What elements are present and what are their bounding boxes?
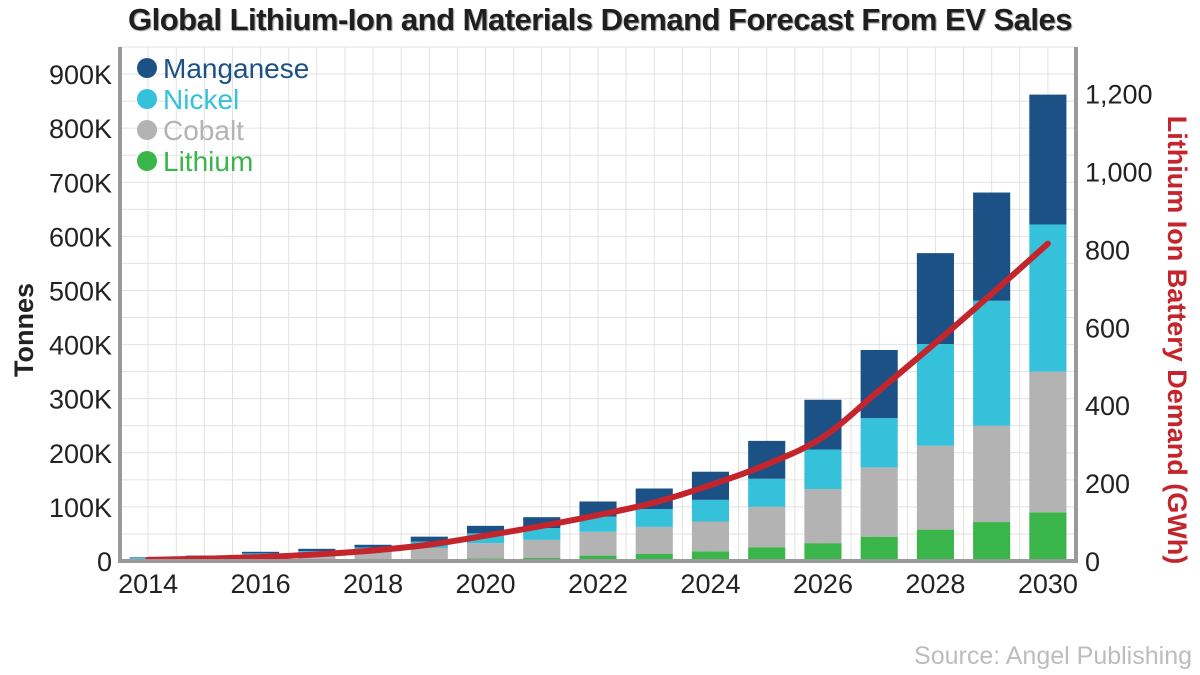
chart-title: Global Lithium-Ion and Materials Demand … (128, 2, 1073, 37)
legend-marker-cobalt (137, 120, 157, 140)
y-tick-label: 0 (97, 547, 112, 577)
x-tick-label: 2022 (568, 569, 628, 599)
legend-label-cobalt: Cobalt (163, 115, 244, 146)
bar-cobalt-2029 (973, 425, 1011, 523)
x-tick-label: 2018 (343, 569, 403, 599)
x-tick-label: 2026 (793, 569, 853, 599)
bar-cobalt-2025 (748, 506, 786, 548)
legend-marker-nickel (137, 89, 157, 109)
bar-cobalt-2030 (1029, 371, 1067, 513)
y-tick-label: 400K (49, 331, 112, 361)
legend-label-nickel: Nickel (163, 84, 239, 115)
bar-manganese-2027 (860, 349, 898, 419)
bar-lithium-2030 (1029, 512, 1067, 561)
bar-manganese-2019 (410, 536, 448, 542)
y2-tick-label: 1,000 (1085, 158, 1153, 188)
y-tick-label: 700K (49, 168, 112, 198)
legend-marker-lithium (137, 151, 157, 171)
y2-tick-label: 800 (1085, 235, 1130, 265)
x-tick-label: 2014 (118, 569, 178, 599)
bar-nickel-2024 (691, 499, 730, 522)
x-axis-ticks: 2014 2016 2018 2020 2022 2024 2026 2028 2030 (118, 569, 1078, 599)
y-axis-ticks: 0 100K 200K 300K 400K 500K 600K 700K 800K 900K (49, 60, 112, 577)
bar-lithium-2026 (804, 543, 842, 561)
bar-lithium-2029 (973, 522, 1011, 561)
bar-lithium-2024 (691, 551, 730, 561)
bar-lithium-2028 (916, 529, 954, 561)
y-tick-label: 200K (49, 439, 112, 469)
bar-cobalt-2022 (579, 531, 617, 556)
bar-cobalt-2021 (523, 539, 561, 558)
y-tick-label: 900K (49, 60, 112, 90)
bar-cobalt-2026 (804, 489, 842, 544)
x-tick-label: 2028 (905, 569, 965, 599)
source-note: Source: Angel Publishing (914, 642, 1192, 670)
y2-axis-ticks: 0 200 400 600 800 1,000 1,200 (1085, 80, 1153, 577)
y2-tick-label: 1,200 (1085, 80, 1153, 110)
y2-axis-label: Lithium Ion Battery Demand (GWh) (1162, 116, 1192, 565)
bar-nickel-2023 (635, 509, 673, 527)
bar-manganese-2017 (298, 548, 336, 551)
bar-cobalt-2024 (691, 521, 730, 552)
bar-nickel-2022 (579, 516, 617, 532)
y-axis-label: Tonnes (9, 283, 39, 377)
bar-cobalt-2028 (916, 445, 954, 530)
x-tick-label: 2024 (680, 569, 740, 599)
x-tick-label: 2016 (231, 569, 291, 599)
bar-manganese-2020 (466, 525, 505, 534)
bar-lithium-2023 (635, 553, 673, 561)
y2-tick-label: 200 (1085, 469, 1130, 499)
battery-demand-line-layer (145, 240, 1051, 563)
axes (118, 47, 1078, 563)
bar-manganese-2030 (1029, 94, 1067, 225)
bar-manganese-2016 (242, 551, 280, 554)
y-tick-label: 300K (49, 385, 112, 415)
bar-lithium-2025 (748, 547, 786, 561)
y-tick-label: 600K (49, 222, 112, 252)
y-tick-label: 500K (49, 276, 112, 306)
y2-tick-label: 0 (1085, 547, 1100, 577)
bar-lithium-2022 (579, 555, 617, 561)
bar-cobalt-2018 (354, 551, 392, 560)
legend-label-lithium: Lithium (163, 146, 253, 177)
legend-marker-manganese (137, 58, 157, 78)
x-tick-label: 2030 (1018, 569, 1078, 599)
y-tick-label: 100K (49, 493, 112, 523)
legend-label-manganese: Manganese (163, 53, 309, 84)
bar-lithium-2027 (860, 536, 898, 561)
bar-nickel-2025 (748, 478, 786, 507)
bar-nickel-2021 (523, 527, 561, 540)
bar-manganese-2018 (354, 544, 392, 548)
bar-cobalt-2027 (860, 467, 898, 537)
bar-cobalt-2020 (466, 543, 505, 559)
bar-nickel-2026 (804, 449, 842, 490)
y2-tick-label: 400 (1085, 391, 1130, 421)
bar-nickel-2030 (1029, 224, 1067, 372)
bar-manganese-2021 (523, 517, 561, 528)
bar-nickel-2029 (973, 300, 1011, 426)
battery-demand-line (145, 240, 1051, 563)
bar-nickel-2027 (860, 418, 898, 468)
bar-nickel-2028 (916, 344, 954, 446)
y2-tick-label: 600 (1085, 313, 1130, 343)
y-tick-label: 800K (49, 114, 112, 144)
bar-cobalt-2019 (410, 548, 448, 559)
bar-cobalt-2023 (635, 526, 673, 554)
x-tick-label: 2020 (455, 569, 515, 599)
